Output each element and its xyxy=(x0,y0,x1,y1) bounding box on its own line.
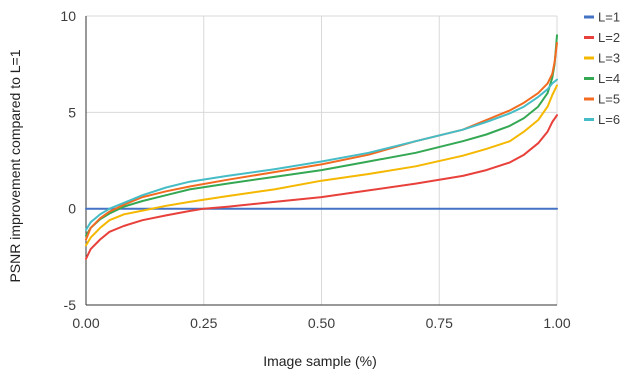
series-line-l2 xyxy=(85,114,558,260)
tick-labels: 0.00 0.25 0.50 0.75 1.00 -5 0 5 10 xyxy=(60,8,570,331)
legend: L=1 L=2 L=3 L=4 L=5 L=6 xyxy=(584,10,620,127)
x-tick-label: 1.00 xyxy=(543,315,570,331)
series-lines xyxy=(85,34,558,260)
legend-label: L=2 xyxy=(598,30,620,45)
legend-swatch xyxy=(584,97,594,101)
legend-label: L=5 xyxy=(598,92,620,107)
y-tick-label: 5 xyxy=(68,104,76,120)
x-tick-label: 0.75 xyxy=(426,315,453,331)
legend-label: L=6 xyxy=(598,112,620,127)
legend-swatch xyxy=(584,36,594,39)
legend-label: L=3 xyxy=(598,51,620,66)
legend-swatch xyxy=(584,118,594,121)
y-axis-title: PSNR improvement compared to L=1 xyxy=(7,49,23,282)
series-line-l3 xyxy=(85,84,558,247)
legend-label: L=1 xyxy=(598,10,620,25)
series-line-l5 xyxy=(85,42,558,241)
x-axis-title: Image sample (%) xyxy=(263,353,377,369)
legend-swatch xyxy=(584,77,594,80)
series-line-l6 xyxy=(85,78,558,231)
legend-swatch xyxy=(584,56,594,60)
legend-swatch xyxy=(584,15,594,19)
legend-label: L=4 xyxy=(598,71,620,86)
series-line-l4 xyxy=(85,34,558,237)
y-tick-label: 0 xyxy=(68,201,76,217)
x-tick-label: 0.00 xyxy=(72,315,99,331)
x-tick-label: 0.25 xyxy=(190,315,217,331)
y-tick-label: 10 xyxy=(60,8,76,24)
x-tick-label: 0.50 xyxy=(308,315,335,331)
y-tick-label: -5 xyxy=(64,297,77,313)
